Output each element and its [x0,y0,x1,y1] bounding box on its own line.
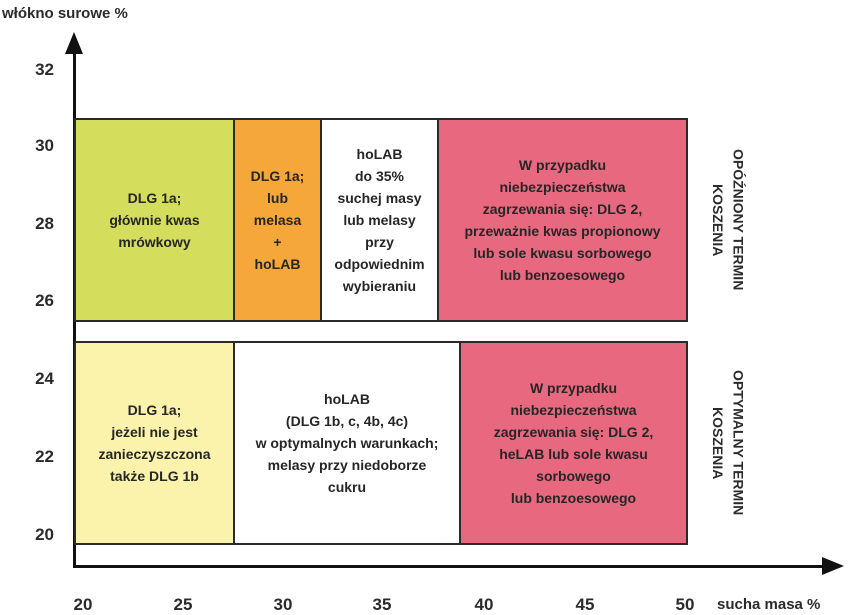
cell-text: DLG 1a; głównie kwas mrówkowy [109,189,200,251]
cell-bottom-holab: hoLAB (DLG 1b, c, 4b, 4c) w optymalnych … [233,341,461,545]
y-axis-arrow [65,32,83,54]
cell-bottom-dlg2: W przypadku niebezpieczeństwa zagrzewani… [459,341,688,545]
cell-text: hoLAB (DLG 1b, c, 4b, 4c) w optymalnych … [255,390,439,496]
cell-bottom-dlg1a: DLG 1a; jeżeli nie jest zanieczyszczona … [74,341,235,545]
cell-text: DLG 1a; jeżeli nie jest zanieczyszczona … [98,401,211,485]
cell-text: W przypadku niebezpieczeństwa zagrzewani… [464,156,661,284]
x-tick-label: 30 [273,595,293,614]
x-tick-label: 40 [474,595,494,614]
y-tick-label: 20 [35,525,54,544]
cell-top-dlg2: W przypadku niebezpieczeństwa zagrzewani… [437,118,688,322]
x-tick-label: 50 [675,595,695,614]
cell-top-dlg1a-formic: DLG 1a; głównie kwas mrówkowy [74,118,235,322]
x-tick-label: 25 [173,595,193,614]
x-axis-arrow [822,557,844,575]
y-tick-label: 22 [35,447,54,466]
y-tick-label: 28 [35,214,54,233]
y-axis-title: włókno surowe % [2,5,128,22]
cell-text: W przypadku niebezpieczeństwa zagrzewani… [493,379,654,507]
y-tick-label: 32 [35,60,54,79]
x-axis-line [73,565,825,568]
cell-top-holab: hoLAB do 35% suchej masy lub melasy przy… [320,118,439,322]
y-tick-label: 30 [35,136,54,155]
cell-text: DLG 1a; lub melasa + hoLAB [250,167,305,273]
x-axis-title: sucha masa % [717,596,821,613]
row-label-optimal-cutting: OPTYMALNY TERMIN KOSZENIA [710,370,747,516]
y-tick-label: 24 [35,369,54,388]
x-tick-label: 35 [372,595,392,614]
x-tick-label: 45 [575,595,595,614]
row-label-delayed-cutting: OPÓŹNIONY TERMIN KOSZENIA [710,149,747,291]
x-tick-label: 20 [73,595,93,614]
cell-text: hoLAB do 35% suchej masy lub melasy przy… [334,145,425,295]
y-tick-label: 26 [35,291,54,310]
cell-top-dlg1a-molasses: DLG 1a; lub melasa + hoLAB [233,118,322,322]
